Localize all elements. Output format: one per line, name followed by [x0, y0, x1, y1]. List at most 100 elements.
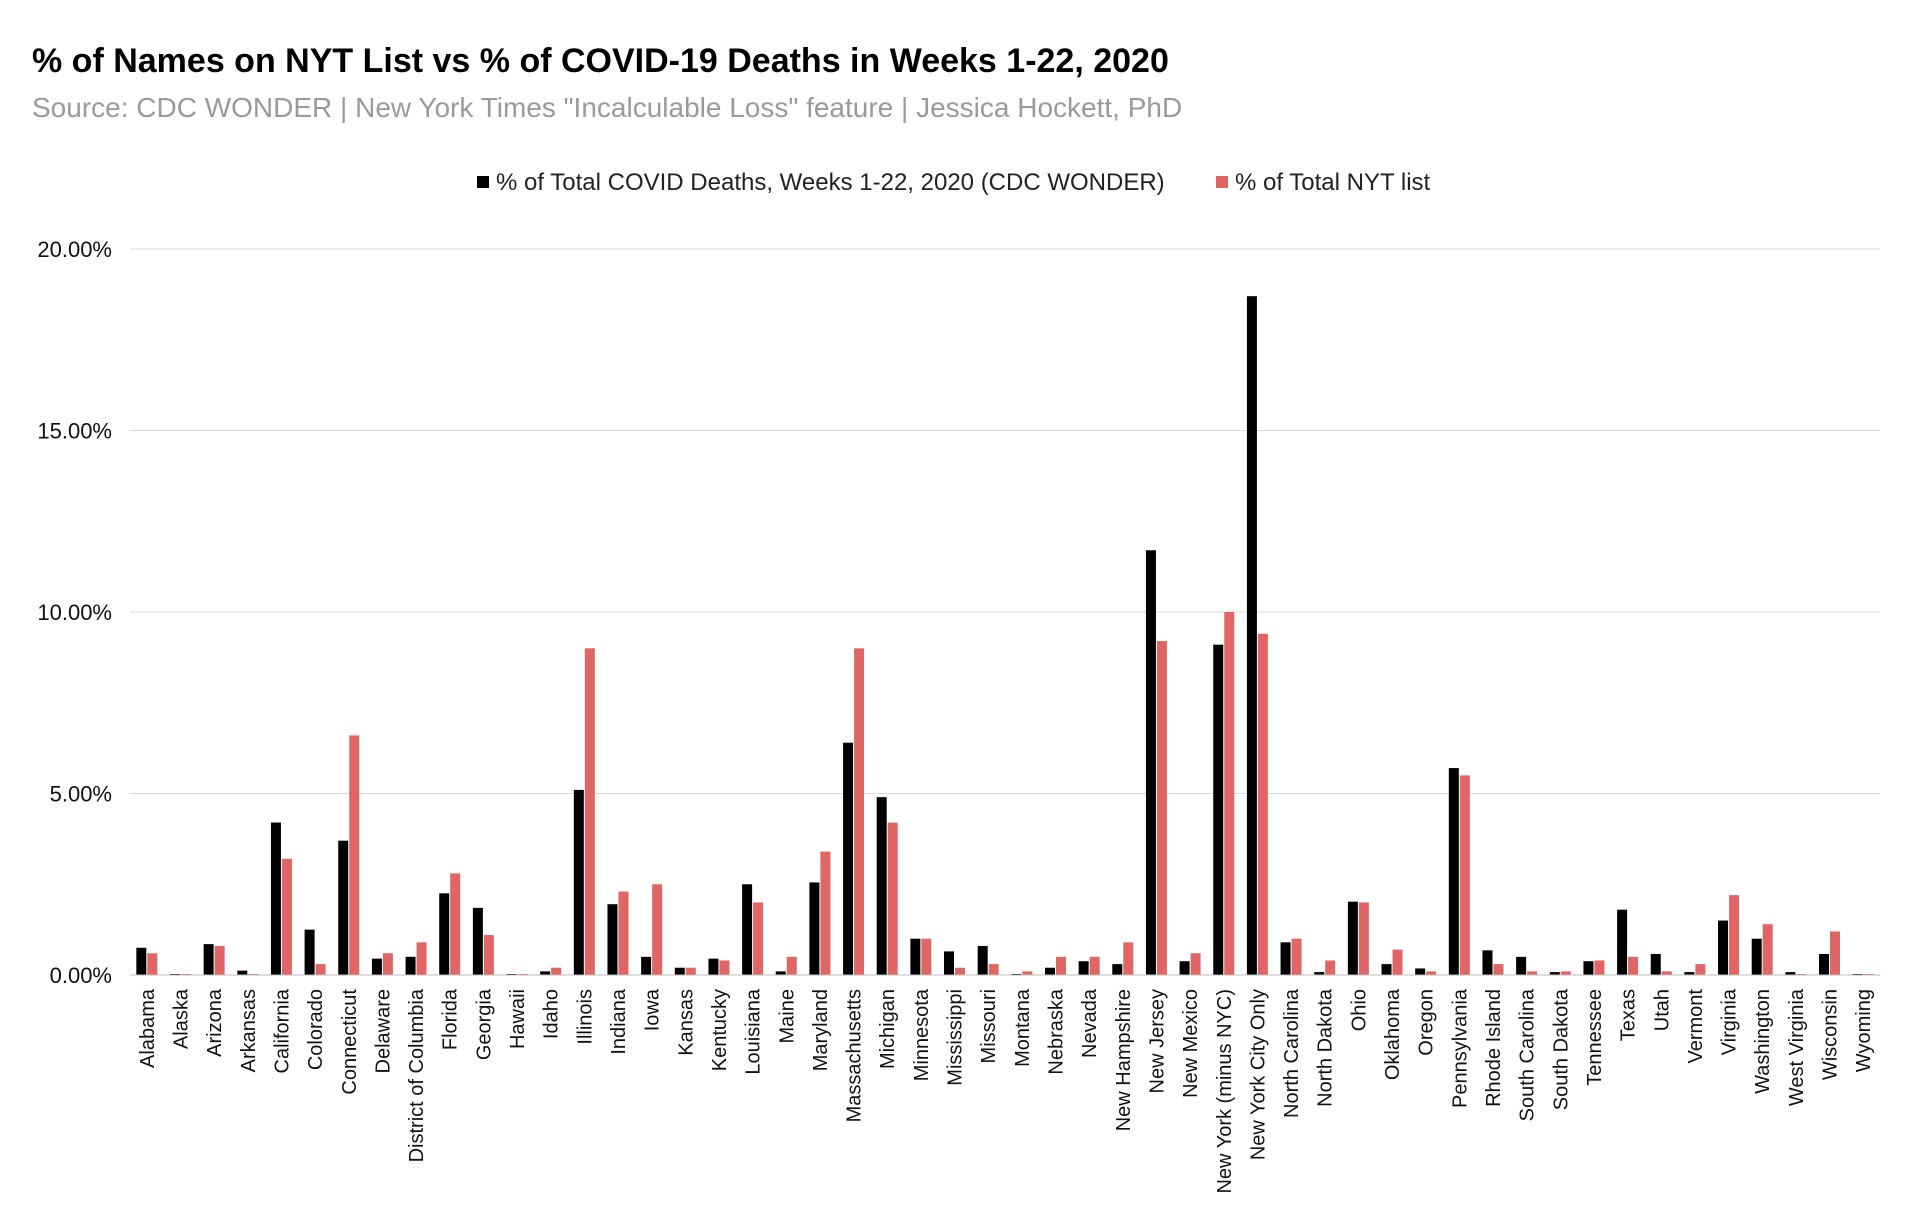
bar-nyt-list: [1123, 942, 1134, 975]
bar-covid-deaths: [1078, 961, 1089, 975]
bar-nyt-list: [820, 851, 831, 975]
bar-nyt-list: [1089, 956, 1100, 975]
x-tick-label: Wyoming: [1853, 989, 1875, 1072]
x-tick-label: Georgia: [473, 988, 495, 1060]
legend-label: % of Total NYT list: [1235, 169, 1431, 196]
bar-covid-deaths: [1617, 909, 1628, 975]
x-tick-label: Hawaii: [507, 989, 529, 1049]
bar-nyt-list: [1628, 956, 1639, 975]
bar-nyt-list: [281, 858, 292, 975]
bar-nyt-list: [753, 902, 764, 975]
y-tick-label: 10.00%: [37, 600, 112, 625]
bar-nyt-list: [1055, 956, 1066, 975]
bar-nyt-list: [1224, 612, 1235, 975]
bar-nyt-list: [382, 953, 393, 975]
bar-covid-deaths: [1482, 950, 1493, 975]
bar-nyt-list: [652, 884, 663, 975]
bar-covid-deaths: [338, 840, 349, 975]
bar-nyt-list: [1358, 902, 1369, 975]
bar-nyt-list: [1156, 641, 1167, 975]
bar-covid-deaths: [1718, 920, 1729, 975]
bar-covid-deaths: [1684, 972, 1695, 975]
bar-nyt-list: [1459, 775, 1470, 975]
bar-covid-deaths: [1280, 942, 1291, 975]
bar-covid-deaths: [775, 971, 786, 975]
x-tick-label: Washington: [1752, 989, 1774, 1094]
bar-nyt-list: [1257, 633, 1268, 975]
x-tick-label: Iowa: [642, 988, 664, 1031]
bar-covid-deaths: [237, 970, 248, 975]
y-tick-label: 5.00%: [50, 782, 112, 807]
x-tick-label: North Dakota: [1315, 988, 1337, 1107]
bar-covid-deaths: [1246, 296, 1257, 975]
bar-covid-deaths: [1448, 768, 1459, 975]
bar-nyt-list: [854, 648, 865, 975]
bar-nyt-list: [1291, 938, 1302, 975]
bar-nyt-list: [1392, 949, 1403, 975]
bar-covid-deaths: [1785, 972, 1796, 975]
y-tick-label: 0.00%: [50, 963, 112, 988]
x-tick-label: California: [271, 988, 293, 1073]
bar-covid-deaths: [641, 956, 652, 975]
bar-covid-deaths: [876, 797, 887, 975]
x-tick-label: Louisiana: [743, 988, 765, 1075]
bar-covid-deaths: [1044, 967, 1055, 975]
bar-covid-deaths: [742, 884, 753, 975]
bar-covid-deaths: [1516, 956, 1527, 975]
bar-covid-deaths: [1381, 964, 1392, 975]
x-tick-label: District of Columbia: [406, 988, 428, 1162]
bar-nyt-list: [147, 953, 158, 975]
bar-nyt-list: [1762, 924, 1773, 975]
bar-nyt-list: [1022, 971, 1033, 975]
bar-nyt-list: [1426, 971, 1437, 975]
x-tick-label: Pennsylvania: [1449, 988, 1471, 1108]
legend-swatch: [477, 176, 489, 188]
bar-nyt-list: [887, 822, 898, 975]
x-tick-label: South Carolina: [1517, 988, 1539, 1121]
bar-covid-deaths: [1583, 961, 1594, 975]
x-tick-label: Arkansas: [238, 989, 260, 1072]
bar-covid-deaths: [1112, 964, 1123, 975]
bar-covid-deaths: [573, 789, 584, 975]
bar-nyt-list: [1729, 895, 1740, 975]
x-tick-label: Massachusetts: [844, 989, 866, 1122]
x-tick-label: Illinois: [574, 989, 596, 1045]
bar-nyt-list: [450, 873, 461, 975]
x-tick-label: Colorado: [305, 989, 327, 1070]
bar-covid-deaths: [1650, 953, 1661, 975]
x-tick-label: New Hampshire: [1113, 989, 1135, 1131]
bar-nyt-list: [1325, 960, 1336, 975]
bar-nyt-list: [214, 945, 225, 975]
x-tick-label: New Jersey: [1146, 989, 1168, 1093]
x-tick-label: Idaho: [541, 989, 563, 1039]
bar-covid-deaths: [809, 882, 820, 975]
bar-covid-deaths: [1213, 644, 1224, 975]
x-tick-label: Ohio: [1348, 989, 1370, 1031]
x-tick-label: Oklahoma: [1382, 988, 1404, 1080]
bar-covid-deaths: [439, 893, 450, 975]
bar-nyt-list: [1830, 931, 1841, 975]
bar-covid-deaths: [1415, 968, 1426, 975]
x-tick-label: Vermont: [1685, 989, 1707, 1064]
x-tick-label: Nevada: [1079, 988, 1101, 1058]
x-tick-label: Nebraska: [1045, 988, 1067, 1074]
x-tick-label: West Virginia: [1786, 988, 1808, 1106]
bar-nyt-list: [786, 956, 797, 975]
chart-title: % of Names on NYT List vs % of COVID-19 …: [32, 42, 1169, 80]
x-tick-label: Missouri: [978, 989, 1000, 1063]
x-tick-label: Michigan: [877, 989, 899, 1069]
x-tick-label: Indiana: [608, 988, 630, 1054]
bar-nyt-list: [1594, 960, 1605, 975]
bar-covid-deaths: [977, 945, 988, 975]
bar-covid-deaths: [944, 951, 955, 975]
legend-label: % of Total COVID Deaths, Weeks 1-22, 202…: [496, 169, 1165, 196]
bar-covid-deaths: [708, 958, 719, 975]
bar-nyt-list: [921, 938, 932, 975]
bar-covid-deaths: [910, 938, 921, 975]
bar-covid-deaths: [472, 907, 483, 975]
x-tick-label: Arizona: [204, 988, 226, 1057]
legend-swatch: [1216, 176, 1228, 188]
bar-covid-deaths: [607, 904, 618, 975]
bar-covid-deaths: [1549, 972, 1560, 975]
bar-nyt-list: [1190, 953, 1201, 975]
